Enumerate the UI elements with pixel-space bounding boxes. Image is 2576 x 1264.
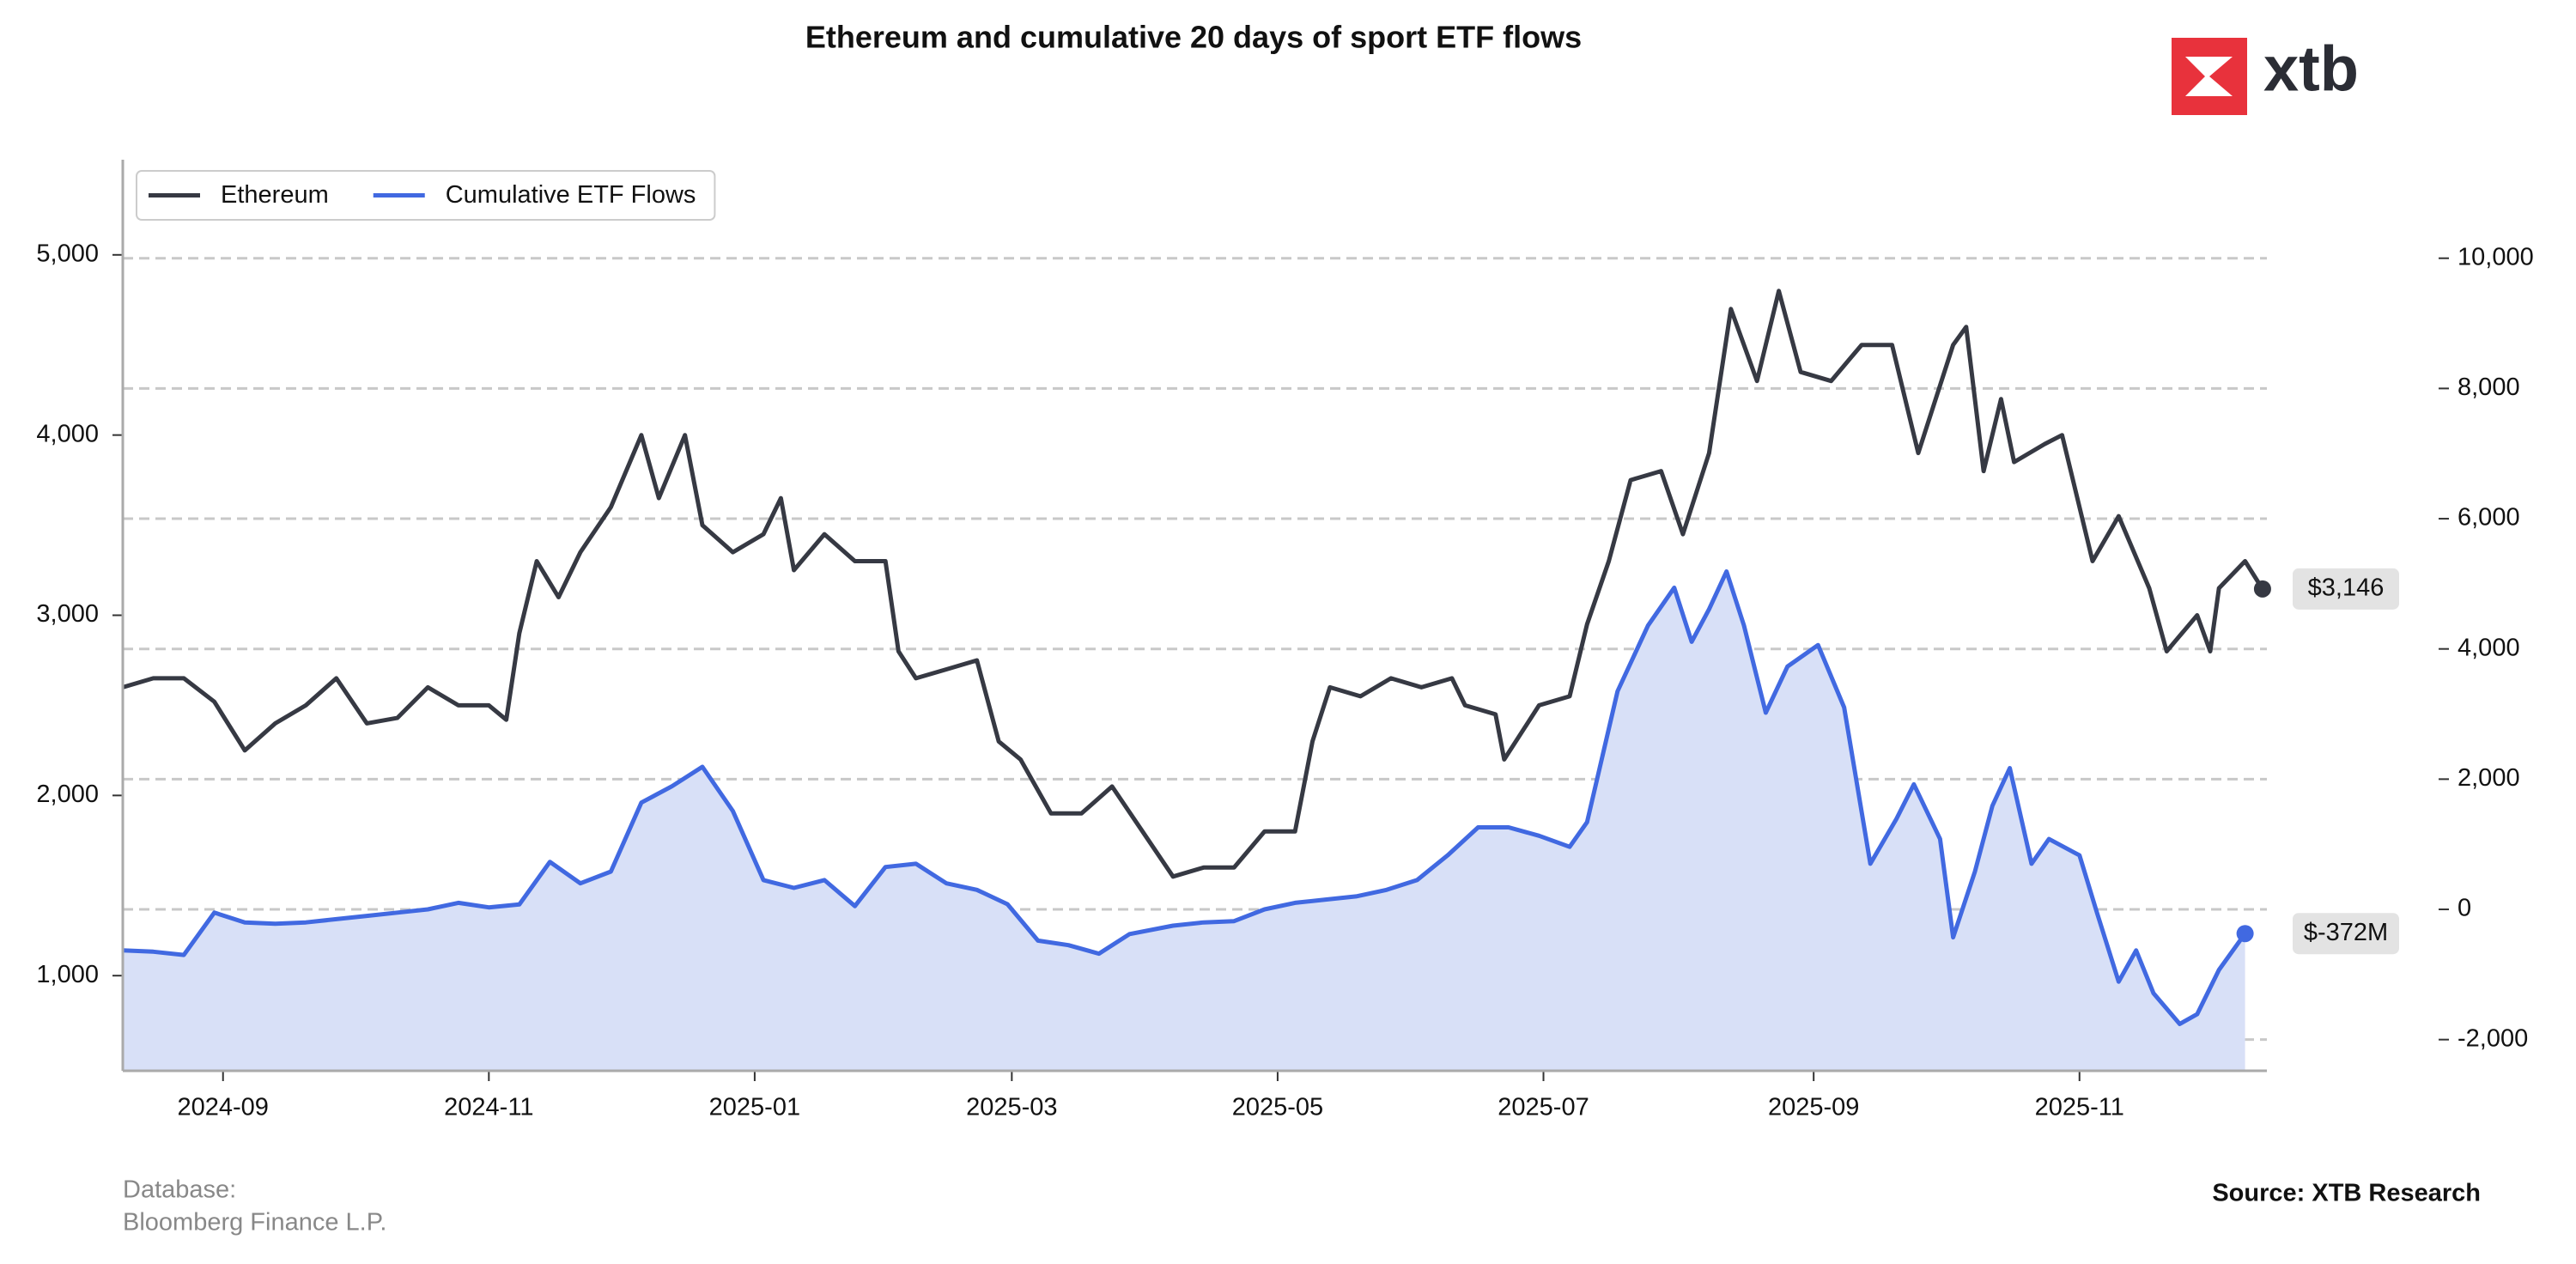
value-label-box	[2293, 913, 2399, 955]
x-tick-label: 2024-11	[444, 1094, 533, 1121]
value-label: $3,146	[2308, 574, 2385, 602]
x-tick-label: 2025-09	[1768, 1094, 1859, 1121]
y2-tick-label: 8,000	[2458, 374, 2520, 401]
legend-box	[136, 170, 716, 221]
database: Bloomberg Finance L.P.	[123, 1209, 386, 1237]
y2-tick-label: -2,000	[2458, 1024, 2528, 1052]
x-tick-label: 2025-03	[966, 1094, 1057, 1121]
logo-icon	[2185, 57, 2233, 96]
y2-tick-label: 10,000	[2458, 243, 2534, 270]
line	[122, 289, 2265, 879]
source: Source: XTB Research	[2212, 1180, 2481, 1207]
database-label: Database:	[123, 1176, 236, 1204]
legend-label: Cumulative ETF Flows	[446, 181, 696, 209]
y-tick-label: 3,000	[36, 600, 99, 628]
line	[122, 569, 2247, 1026]
x-tick-label: 2025-05	[1232, 1094, 1323, 1121]
y2-tick-label: 6,000	[2458, 504, 2520, 532]
value-label-box	[2293, 568, 2399, 610]
y2-tick-label: 4,000	[2458, 634, 2520, 661]
y-tick-label: 2,000	[36, 781, 99, 808]
value-label: $-372M	[2304, 919, 2388, 946]
legend-label: Ethereum	[221, 181, 329, 209]
logo-text: xtb	[2263, 33, 2359, 105]
y2-tick-label: 2,000	[2458, 764, 2520, 792]
x-tick-label: 2025-11	[2035, 1094, 2124, 1121]
end-point	[2253, 580, 2271, 598]
area	[123, 571, 2245, 1071]
end-point	[2236, 925, 2254, 943]
y-tick-label: 4,000	[36, 420, 99, 447]
y-tick-label: 1,000	[36, 961, 99, 988]
x-tick-label: 2025-01	[709, 1094, 800, 1121]
x-tick-label: 2025-07	[1498, 1094, 1589, 1121]
x-tick-label: 2024-09	[178, 1094, 269, 1121]
y2-tick-label: 0	[2458, 895, 2471, 922]
y-tick-label: 5,000	[36, 240, 99, 267]
chart-title: Ethereum and cumulative 20 days of sport…	[805, 20, 1582, 55]
